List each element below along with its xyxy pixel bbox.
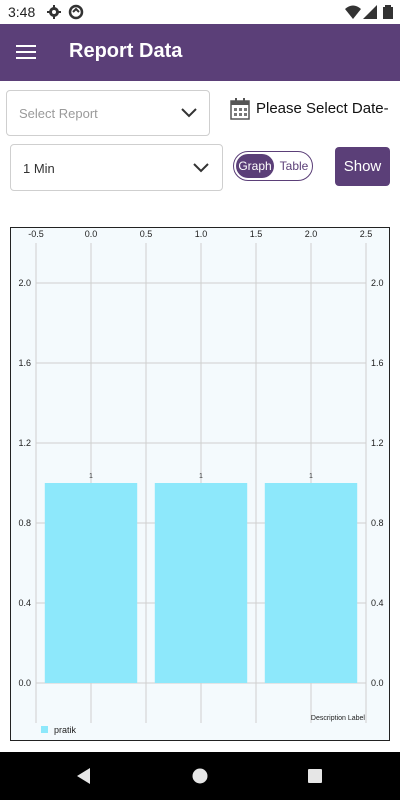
settings-icon bbox=[47, 5, 61, 19]
y-tick-label-right: 2.0 bbox=[371, 278, 384, 288]
hamburger-menu-icon[interactable] bbox=[14, 42, 38, 62]
x-tick-label: 0.5 bbox=[140, 229, 153, 239]
chevron-down-icon bbox=[181, 108, 197, 118]
bar-value-label: 1 bbox=[309, 473, 313, 480]
x-tick-label: 0.0 bbox=[85, 229, 98, 239]
y-tick-label-left: 2.0 bbox=[18, 278, 31, 288]
data-saver-icon bbox=[68, 4, 84, 20]
calendar-icon bbox=[230, 98, 250, 120]
navigation-bar bbox=[0, 752, 400, 800]
status-time: 3:48 bbox=[8, 4, 36, 20]
bar bbox=[264, 483, 358, 683]
y-tick-label-left: 0.0 bbox=[18, 678, 31, 688]
x-tick-label: 2.0 bbox=[305, 229, 318, 239]
bar bbox=[154, 483, 248, 683]
status-bar: 3:48 bbox=[0, 0, 400, 24]
y-tick-label-right: 0.8 bbox=[371, 518, 384, 528]
x-tick-label: 1.0 bbox=[195, 229, 208, 239]
y-tick-label-left: 1.6 bbox=[18, 358, 31, 368]
page-title: Report Data bbox=[69, 40, 183, 62]
report-select[interactable]: Select Report bbox=[6, 90, 210, 136]
legend-label: pratik bbox=[54, 725, 77, 735]
wifi-icon bbox=[345, 5, 361, 19]
home-icon[interactable] bbox=[192, 768, 208, 784]
chart-description: Description Label bbox=[311, 715, 366, 722]
interval-value: 1 Min bbox=[23, 161, 55, 176]
interval-select[interactable]: 1 Min bbox=[10, 144, 223, 191]
y-tick-label-right: 0.0 bbox=[371, 678, 384, 688]
y-tick-label-right: 1.6 bbox=[371, 358, 384, 368]
toggle-table[interactable]: Table bbox=[279, 159, 309, 173]
x-tick-label: 2.5 bbox=[360, 229, 373, 239]
x-tick-label: -0.5 bbox=[28, 229, 44, 239]
y-tick-label-left: 0.4 bbox=[18, 598, 31, 608]
y-tick-label-left: 0.8 bbox=[18, 518, 31, 528]
chevron-down-icon bbox=[193, 163, 209, 173]
y-tick-label-right: 0.4 bbox=[371, 598, 384, 608]
report-select-placeholder: Select Report bbox=[19, 106, 98, 121]
x-tick-label: 1.5 bbox=[250, 229, 263, 239]
back-icon[interactable] bbox=[75, 767, 93, 785]
signal-icon bbox=[363, 5, 377, 19]
app-bar: Report Data bbox=[0, 24, 400, 81]
legend-swatch bbox=[41, 726, 48, 733]
bar-value-label: 1 bbox=[199, 473, 203, 480]
show-button[interactable]: Show bbox=[335, 147, 390, 186]
bar-chart: 1 1 1 -0.5 0.0 0.5 1.0 1.5 2.0 2.5 0.0 0.0 0.4 0.4 0.8… bbox=[18, 229, 384, 735]
battery-icon bbox=[383, 5, 393, 19]
graph-table-toggle[interactable]: Graph Table bbox=[233, 151, 313, 181]
y-tick-label-right: 1.2 bbox=[371, 438, 384, 448]
recents-icon[interactable] bbox=[308, 769, 322, 783]
date-label: Please Select Date- bbox=[256, 100, 389, 117]
chart-container: 1 1 1 -0.5 0.0 0.5 1.0 1.5 2.0 2.5 0.0 0.0 0.4 0.4 0.8… bbox=[10, 227, 390, 741]
bar bbox=[44, 483, 138, 683]
toggle-graph[interactable]: Graph bbox=[236, 154, 274, 178]
bar-value-label: 1 bbox=[89, 473, 93, 480]
y-tick-label-left: 1.2 bbox=[18, 438, 31, 448]
